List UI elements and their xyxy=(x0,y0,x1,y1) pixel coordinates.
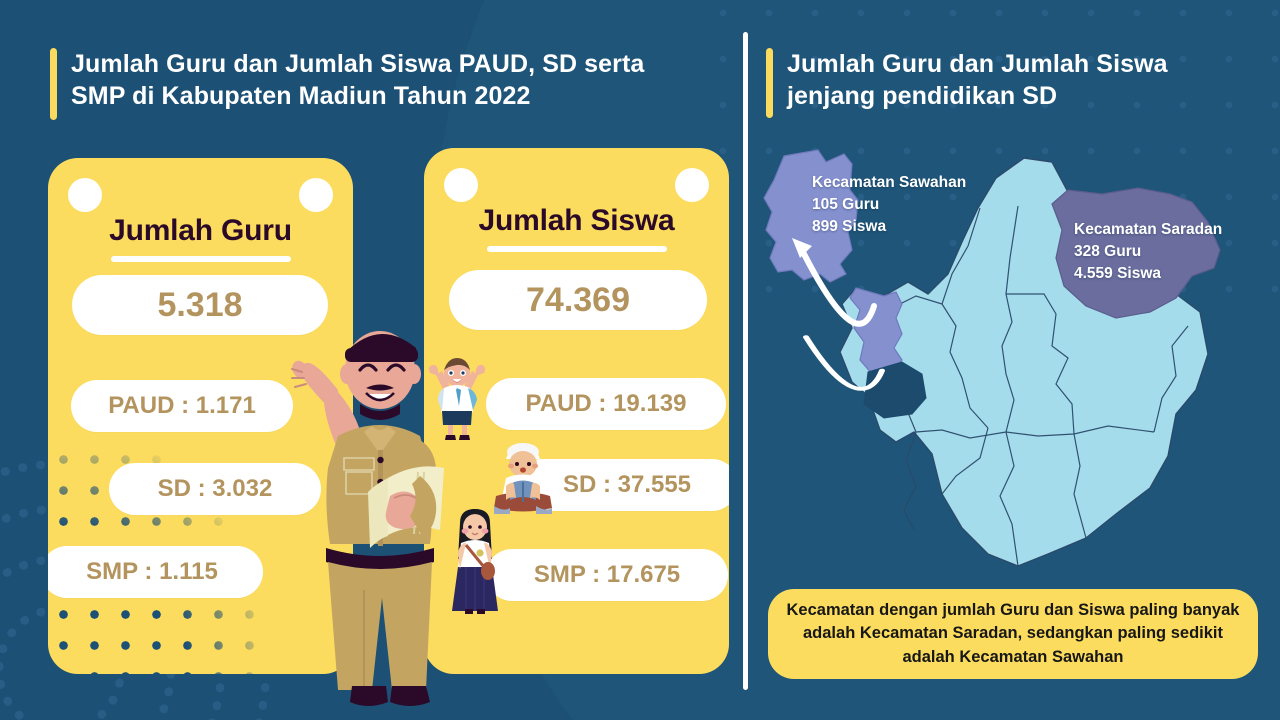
punch-hole-right-icon xyxy=(299,178,333,212)
card-guru-total: 5.318 xyxy=(72,275,328,335)
title-accent-bar xyxy=(50,48,57,120)
summary-note-box: Kecamatan dengan jumlah Guru dan Siswa p… xyxy=(768,589,1258,679)
map-district-saradan[interactable] xyxy=(1051,187,1221,319)
map-inset-sawahan[interactable] xyxy=(763,149,859,283)
punch-hole-right-icon xyxy=(675,168,709,202)
card-siswa-item-paud: PAUD : 19.139 xyxy=(486,378,726,430)
left-panel-title: Jumlah Guru dan Jumlah Siswa PAUD, SD se… xyxy=(50,48,644,120)
summary-note-text: Kecamatan dengan jumlah Guru dan Siswa p… xyxy=(786,600,1240,666)
card-guru-item-sd: SD : 3.032 xyxy=(109,463,321,515)
card-title-underline xyxy=(110,256,291,262)
right-panel-title: Jumlah Guru dan Jumlah Siswa jenjang pen… xyxy=(766,48,1168,118)
card-title-underline xyxy=(486,246,667,252)
card-siswa-total: 74.369 xyxy=(449,270,707,330)
kabupaten-madiun-map[interactable] xyxy=(756,146,1266,586)
punch-hole-left-icon xyxy=(444,168,478,202)
right-panel-title-text: Jumlah Guru dan Jumlah Siswa jenjang pen… xyxy=(787,50,1168,110)
punch-hole-left-icon xyxy=(68,178,102,212)
card-siswa-item-sd: SD : 37.555 xyxy=(516,459,729,511)
left-panel-title-text: Jumlah Guru dan Jumlah Siswa PAUD, SD se… xyxy=(71,50,645,110)
annotation-saradan: Kecamatan Saradan 328 Guru 4.559 Siswa xyxy=(1074,221,1223,282)
title-accent-bar xyxy=(766,48,773,118)
card-jumlah-guru: Jumlah Guru 5.318 PAUD : 1.171 SD : 3.03… xyxy=(48,158,353,674)
map-svg xyxy=(763,149,1221,567)
curved-arrow-icon xyxy=(797,243,877,327)
card-guru-item-smp: SMP : 1.115 xyxy=(48,546,263,598)
curved-arrow-head-icon xyxy=(792,238,812,258)
card-jumlah-siswa: Jumlah Siswa 74.369 PAUD : 19.139 SD : 3… xyxy=(424,148,729,674)
card-guru-title: Jumlah Guru xyxy=(109,214,292,247)
panel-divider xyxy=(743,32,748,690)
card-guru-item-paud: PAUD : 1.171 xyxy=(71,380,293,432)
annotation-sawahan: Kecamatan Sawahan 105 Guru 899 Siswa xyxy=(812,174,967,235)
curved-arrow-shaft xyxy=(803,335,885,391)
card-siswa-item-smp: SMP : 17.675 xyxy=(486,549,728,601)
card-siswa-title: Jumlah Siswa xyxy=(478,204,675,237)
